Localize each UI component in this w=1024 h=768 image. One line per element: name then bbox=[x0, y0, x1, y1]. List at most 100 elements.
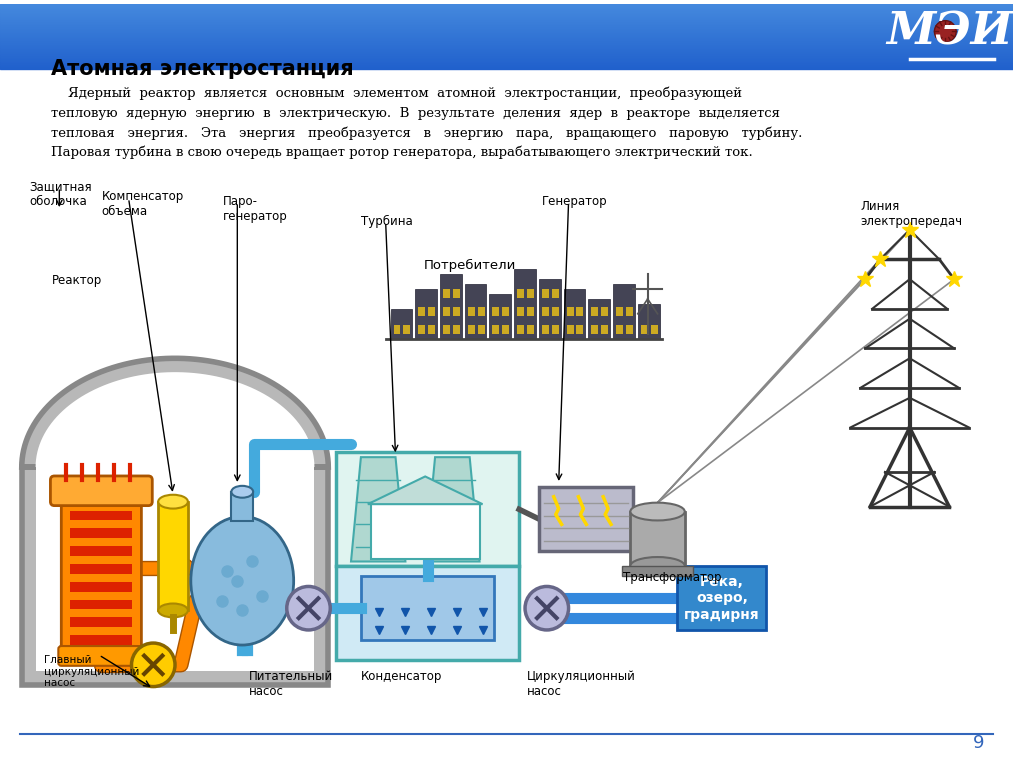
Bar bbox=[0, 8, 1013, 10]
Bar bbox=[517, 325, 524, 333]
FancyBboxPatch shape bbox=[360, 576, 495, 640]
Bar bbox=[641, 325, 647, 333]
Bar bbox=[440, 274, 462, 339]
Ellipse shape bbox=[631, 502, 685, 521]
Bar bbox=[453, 307, 460, 316]
Text: Паро-
генератор: Паро- генератор bbox=[222, 195, 287, 223]
Bar bbox=[489, 294, 511, 339]
Bar bbox=[393, 325, 400, 333]
Bar bbox=[416, 289, 437, 339]
Bar bbox=[0, 49, 1013, 50]
Bar bbox=[0, 60, 1013, 61]
Bar bbox=[0, 43, 1013, 45]
Bar bbox=[0, 27, 1013, 28]
Bar bbox=[0, 45, 1013, 47]
Bar bbox=[0, 4, 1013, 5]
Bar bbox=[589, 299, 610, 339]
Bar bbox=[0, 31, 1013, 32]
Bar bbox=[428, 325, 435, 333]
Circle shape bbox=[525, 587, 568, 630]
FancyBboxPatch shape bbox=[36, 467, 314, 670]
Bar bbox=[0, 10, 1013, 12]
Polygon shape bbox=[22, 359, 329, 467]
Bar bbox=[0, 12, 1013, 14]
Text: Линия
электропередач: Линия электропередач bbox=[860, 200, 963, 228]
FancyBboxPatch shape bbox=[336, 452, 519, 567]
Bar bbox=[616, 307, 623, 316]
Bar bbox=[0, 35, 1013, 36]
Bar bbox=[453, 289, 460, 298]
Bar bbox=[613, 284, 635, 339]
Bar bbox=[0, 8, 1013, 9]
FancyBboxPatch shape bbox=[50, 476, 153, 505]
Ellipse shape bbox=[158, 495, 187, 508]
Bar bbox=[0, 53, 1013, 54]
Bar bbox=[0, 33, 1013, 34]
Bar bbox=[0, 51, 1013, 52]
Bar bbox=[542, 325, 549, 333]
Text: Защитная
оболочка: Защитная оболочка bbox=[30, 180, 92, 208]
Bar bbox=[0, 55, 1013, 57]
Bar bbox=[71, 546, 132, 556]
Ellipse shape bbox=[190, 517, 294, 645]
Text: Главный
циркуляционный
насос: Главный циркуляционный насос bbox=[44, 655, 140, 688]
Polygon shape bbox=[368, 476, 482, 504]
Bar bbox=[453, 325, 460, 333]
Bar bbox=[231, 492, 253, 521]
Text: Генератор: Генератор bbox=[542, 195, 607, 208]
Bar bbox=[626, 307, 633, 316]
Bar bbox=[371, 504, 479, 558]
Text: Турбина: Турбина bbox=[360, 215, 413, 228]
Ellipse shape bbox=[631, 557, 685, 574]
Bar bbox=[0, 9, 1013, 11]
Bar bbox=[0, 19, 1013, 21]
Bar bbox=[0, 5, 1013, 7]
Ellipse shape bbox=[231, 486, 253, 498]
Bar bbox=[0, 14, 1013, 15]
Bar bbox=[0, 18, 1013, 19]
Bar bbox=[503, 325, 509, 333]
Circle shape bbox=[131, 643, 175, 687]
Bar bbox=[631, 511, 685, 566]
Bar bbox=[0, 56, 1013, 58]
Bar bbox=[542, 307, 549, 316]
FancyBboxPatch shape bbox=[58, 646, 144, 666]
Bar bbox=[0, 42, 1013, 44]
Bar bbox=[0, 11, 1013, 12]
Text: Ядерный  реактор  является  основным  элементом  атомной  электростанции,  преоб: Ядерный реактор является основным элемен… bbox=[51, 87, 742, 100]
Bar bbox=[493, 325, 500, 333]
Bar bbox=[0, 65, 1013, 66]
Bar bbox=[566, 325, 573, 333]
Bar bbox=[0, 15, 1013, 16]
FancyBboxPatch shape bbox=[336, 567, 519, 660]
FancyBboxPatch shape bbox=[22, 467, 329, 684]
Bar bbox=[0, 17, 1013, 18]
Bar bbox=[428, 307, 435, 316]
Text: тепловую  ядерную  энергию  в  электрическую.  В  результате  деления  ядер  в  : тепловую ядерную энергию в электрическую… bbox=[51, 107, 780, 120]
Ellipse shape bbox=[158, 604, 187, 617]
Bar bbox=[0, 38, 1013, 40]
Bar bbox=[539, 280, 561, 339]
FancyBboxPatch shape bbox=[61, 494, 141, 658]
Circle shape bbox=[935, 21, 956, 42]
Bar bbox=[0, 48, 1013, 49]
Bar bbox=[527, 325, 534, 333]
Bar bbox=[517, 307, 524, 316]
Bar bbox=[623, 566, 692, 576]
Bar bbox=[0, 39, 1013, 41]
Circle shape bbox=[287, 587, 331, 630]
Polygon shape bbox=[36, 372, 314, 467]
FancyBboxPatch shape bbox=[539, 487, 633, 551]
Bar bbox=[0, 58, 1013, 59]
Bar bbox=[577, 325, 584, 333]
Bar bbox=[626, 325, 633, 333]
Bar bbox=[158, 502, 187, 611]
Bar bbox=[0, 29, 1013, 31]
Bar bbox=[0, 54, 1013, 55]
Bar bbox=[390, 309, 413, 339]
Bar bbox=[0, 55, 1013, 56]
Bar bbox=[0, 37, 1013, 38]
Bar bbox=[577, 307, 584, 316]
Bar bbox=[616, 325, 623, 333]
Bar bbox=[0, 46, 1013, 48]
